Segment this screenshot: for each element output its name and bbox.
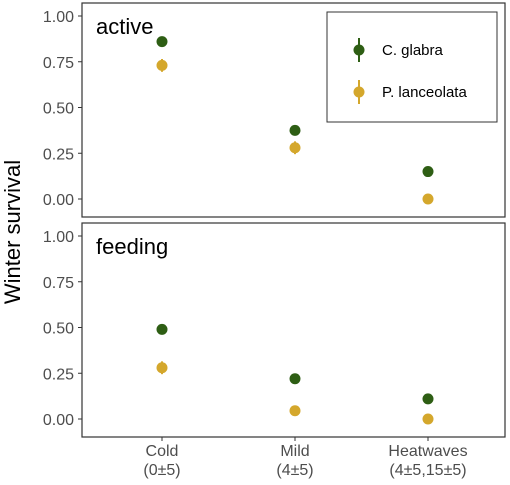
x-tick-label: (4±5) <box>276 462 313 479</box>
panel-border <box>81 222 506 438</box>
y-tick-label: 0.25 <box>43 146 74 163</box>
y-tick-label: 0.00 <box>43 192 74 209</box>
legend-key-point <box>353 86 365 98</box>
series-p-lanceolata <box>156 59 434 205</box>
y-axis-title: Winter survival <box>0 160 25 304</box>
panel-active: 0.00 0.25 0.50 0.75 1.00 active <box>43 2 506 218</box>
y-tick-label: 0.25 <box>43 366 74 383</box>
panel-label: active <box>96 14 153 39</box>
data-point <box>156 362 168 374</box>
data-point <box>156 59 168 71</box>
data-point <box>422 193 434 205</box>
data-point <box>289 142 301 154</box>
x-tick-label: Heatwaves <box>388 443 467 460</box>
x-tick-label: Cold <box>146 443 179 460</box>
series-c-glabra <box>156 36 434 178</box>
data-point <box>422 413 434 425</box>
y-tick-label: 0.00 <box>43 412 74 429</box>
panel-feeding: 0.00 0.25 0.50 0.75 1.00 feeding <box>43 222 506 438</box>
data-point <box>289 405 301 417</box>
series-p-lanceolata <box>156 361 434 425</box>
legend-box <box>326 11 498 123</box>
x-tick-label: (4±5,15±5) <box>389 462 466 479</box>
x-tick-label: (0±5) <box>143 462 180 479</box>
x-axis: Cold (0±5) Mild (4±5) Heatwaves (4±5,15±5) <box>143 437 468 479</box>
data-point <box>156 323 168 335</box>
y-tick-label: 0.75 <box>43 55 74 72</box>
data-point <box>422 393 434 405</box>
y-tick-label: 1.00 <box>43 9 74 26</box>
data-point <box>289 373 301 385</box>
data-point <box>422 166 434 178</box>
legend-label: C. glabra <box>382 42 444 59</box>
data-point <box>156 36 168 48</box>
legend: C. glabra P. lanceolata <box>326 11 498 123</box>
panel-border <box>81 2 506 218</box>
legend-key-point <box>353 44 365 56</box>
x-tick-label: Mild <box>280 443 309 460</box>
panel-label: feeding <box>96 234 168 259</box>
panels: 0.000.250.500.751.00 active0.000.250.500.… <box>43 2 506 438</box>
y-tick-label: 1.00 <box>43 229 74 246</box>
data-point <box>289 124 301 136</box>
series-c-glabra <box>156 323 434 405</box>
y-tick-label: 0.75 <box>43 275 74 292</box>
legend-label: P. lanceolata <box>382 84 467 101</box>
y-tick-label: 0.50 <box>43 101 74 118</box>
y-tick-label: 0.50 <box>43 321 74 338</box>
